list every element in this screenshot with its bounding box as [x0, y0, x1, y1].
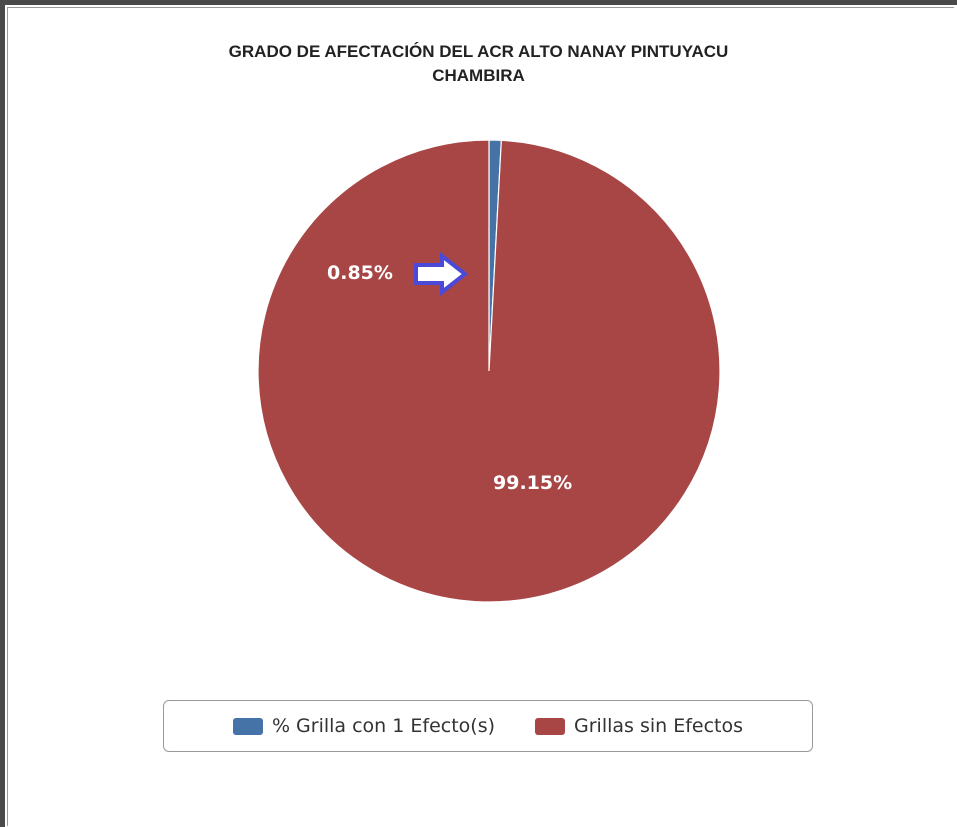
legend-swatch-grillas-sin-efectos	[535, 717, 566, 735]
annotation-layer	[414, 251, 469, 297]
legend-label-grilla-con-efecto: % Grilla con 1 Efecto(s)	[271, 715, 496, 737]
chart-title-line-1: GRADO DE AFECTACIÓN DEL ACR ALTO NANAY P…	[228, 42, 729, 61]
chart-title-line-2: CHAMBIRA	[432, 66, 525, 85]
pie-slice-1[interactable]	[257, 139, 721, 603]
pie-labels: 0.85% 99.15%	[327, 262, 572, 494]
chart-legend: % Grilla con 1 Efecto(s) Grillas sin Efe…	[163, 700, 813, 752]
pie-label-1: 99.15%	[493, 472, 572, 494]
legend-swatch-grilla-con-efecto	[232, 717, 263, 735]
chart-title: GRADO DE AFECTACIÓN DEL ACR ALTO NANAY P…	[0, 40, 957, 88]
legend-item-grillas-sin-efectos[interactable]: Grillas sin Efectos	[535, 715, 743, 737]
legend-label-grillas-sin-efectos: Grillas sin Efectos	[574, 715, 744, 737]
legend-item-grilla-con-efecto[interactable]: % Grilla con 1 Efecto(s)	[232, 715, 496, 737]
annotation-arrow-icon	[414, 251, 469, 297]
pie-slices	[257, 139, 721, 603]
pie-label-0: 0.85%	[327, 262, 393, 284]
